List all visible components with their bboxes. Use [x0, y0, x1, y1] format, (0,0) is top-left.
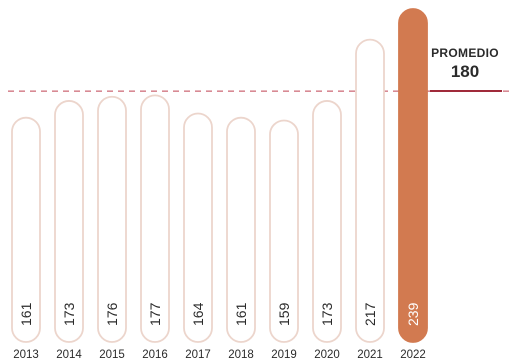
bar-2019	[269, 119, 299, 343]
bar-2016	[140, 94, 170, 343]
bar-2018	[226, 116, 256, 343]
value-label-2015: 176	[104, 302, 120, 326]
bar-2014	[54, 100, 84, 343]
value-label-2016: 177	[147, 302, 163, 326]
x-tick-label-2021: 2021	[357, 349, 383, 361]
x-tick-label-2013: 2013	[13, 349, 39, 361]
bar-2015	[97, 95, 127, 343]
average-value: 180	[450, 62, 480, 81]
value-label-2021: 217	[362, 302, 378, 326]
x-tick-label-2017: 2017	[185, 349, 211, 361]
value-label-2019: 159	[276, 302, 292, 326]
x-tick-label-2020: 2020	[314, 349, 340, 361]
value-label-2020: 173	[319, 302, 335, 326]
value-label-2017: 164	[190, 302, 206, 326]
x-tick-label-2019: 2019	[271, 349, 297, 361]
value-label-2014: 173	[61, 302, 77, 326]
bar-2013	[11, 116, 41, 343]
average-label: PROMEDIO	[431, 46, 499, 60]
value-label-2013: 161	[18, 302, 34, 326]
bar-2020	[312, 100, 342, 343]
value-label-2018: 161	[233, 302, 249, 326]
x-tick-label-2014: 2014	[56, 349, 82, 361]
bar-2017	[183, 112, 213, 343]
x-tick-label-2018: 2018	[228, 349, 254, 361]
x-tick-label-2022: 2022	[400, 349, 426, 361]
average-underline	[430, 90, 502, 92]
bar-2022	[398, 8, 428, 343]
bar-2021	[355, 38, 385, 343]
x-tick-label-2015: 2015	[99, 349, 125, 361]
value-label-2022: 239	[405, 302, 421, 326]
x-tick-label-2016: 2016	[142, 349, 168, 361]
average-callout: PROMEDIO 180	[420, 46, 510, 82]
